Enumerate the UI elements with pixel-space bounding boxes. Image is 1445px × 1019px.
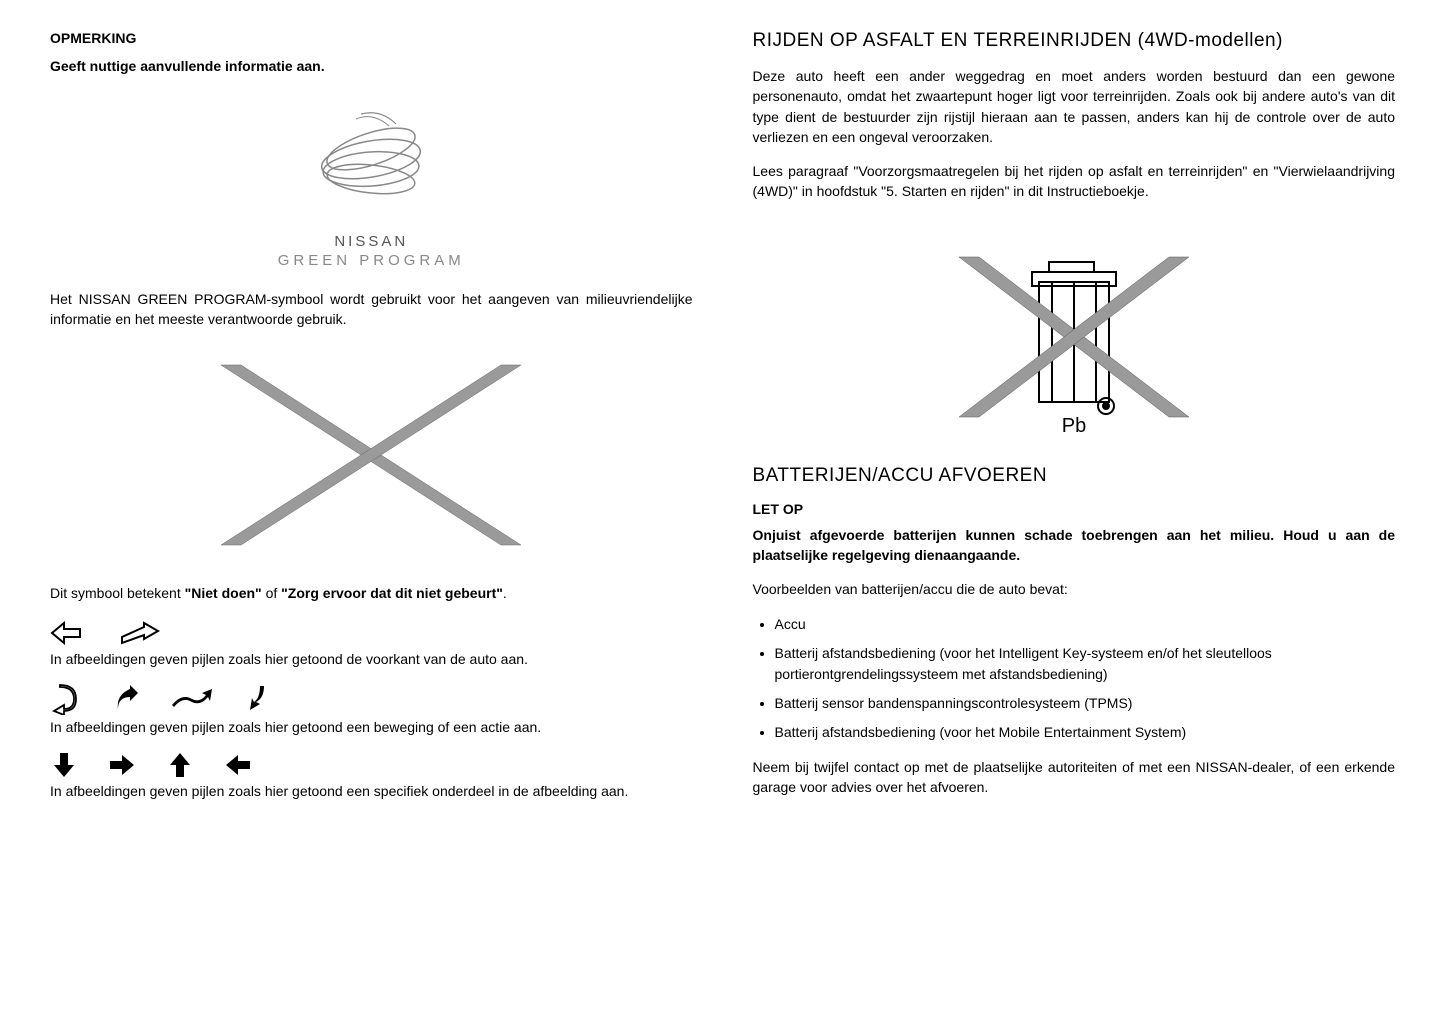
page: OPMERKING Geeft nuttige aanvullende info… <box>50 30 1395 811</box>
outline-arrow-skew-icon <box>116 619 160 647</box>
x-cross-icon <box>181 350 561 560</box>
arrow-row-specific <box>50 751 693 779</box>
batt-bullets: Accu Batterij afstandsbediening (voor he… <box>753 614 1396 743</box>
x-meaning-prefix: Dit symbool betekent <box>50 585 185 601</box>
bin-symbol-wrap: Pb <box>753 222 1396 445</box>
x-symbol-wrap <box>50 350 693 563</box>
globe-swirl-icon <box>301 94 441 224</box>
program-text: GREEN PROGRAM <box>278 252 465 269</box>
opmerking-label: OPMERKING <box>50 30 693 46</box>
down-curved-arrow-icon <box>244 684 272 714</box>
list-item: Batterij afstandsbediening (voor het Int… <box>775 643 1396 685</box>
solid-arrow-left-icon <box>224 751 252 779</box>
x-meaning-suffix: . <box>503 585 507 601</box>
bin-label-text: Pb <box>1062 415 1086 437</box>
x-meaning-mid: of <box>262 585 281 601</box>
green-program-para: Het NISSAN GREEN PROGRAM-symbool wordt g… <box>50 289 693 330</box>
arrows-motion-caption: In afbeeldingen geven pijlen zoals hier … <box>50 719 693 735</box>
curved-arrow-1-icon <box>50 683 80 715</box>
heading-batt: BATTERIJEN/ACCU AFVOEREN <box>753 465 1396 487</box>
para-4wd-2: Lees paragraaf "Voorzorgsmaatregelen bij… <box>753 161 1396 202</box>
wavy-arrow-icon <box>170 687 214 711</box>
x-meaning-q2: "Zorg ervoor dat dit niet gebeurt" <box>281 585 503 601</box>
green-program-logo-block: NISSAN GREEN PROGRAM <box>50 94 693 269</box>
arrows-front-caption: In afbeeldingen geven pijlen zoals hier … <box>50 651 693 667</box>
curved-arrow-2-icon <box>110 683 140 715</box>
list-item: Batterij sensor bandenspanningscontroles… <box>775 693 1396 714</box>
batt-outro: Neem bij twijfel contact op met de plaat… <box>753 757 1396 798</box>
arrow-row-front <box>50 619 693 647</box>
x-meaning: Dit symbool betekent "Niet doen" of "Zor… <box>50 583 693 603</box>
right-column: RIJDEN OP ASFALT EN TERREINRIJDEN (4WD-m… <box>753 30 1396 811</box>
brand-text: NISSAN <box>278 233 465 250</box>
heading-4wd: RIJDEN OP ASFALT EN TERREINRIJDEN (4WD-m… <box>753 30 1396 52</box>
arrow-row-motion <box>50 683 693 715</box>
batt-warn: Onjuist afgevoerde batterijen kunnen sch… <box>753 525 1396 566</box>
x-meaning-q1: "Niet doen" <box>185 585 262 601</box>
opmerking-text: Geeft nuttige aanvullende informatie aan… <box>50 58 693 74</box>
crossed-bin-icon: Pb <box>924 222 1224 442</box>
list-item: Batterij afstandsbediening (voor het Mob… <box>775 722 1396 743</box>
arrows-specific-caption: In afbeeldingen geven pijlen zoals hier … <box>50 783 693 799</box>
list-item: Accu <box>775 614 1396 635</box>
letop-label: LET OP <box>753 501 1396 517</box>
solid-arrow-up-icon <box>166 751 194 779</box>
batt-intro: Voorbeelden van batterijen/accu die de a… <box>753 579 1396 599</box>
para-4wd-1: Deze auto heeft een ander weggedrag en m… <box>753 66 1396 147</box>
solid-arrow-down-icon <box>50 751 78 779</box>
outline-arrow-left-icon <box>50 619 86 647</box>
left-column: OPMERKING Geeft nuttige aanvullende info… <box>50 30 693 811</box>
solid-arrow-right-icon <box>108 751 136 779</box>
